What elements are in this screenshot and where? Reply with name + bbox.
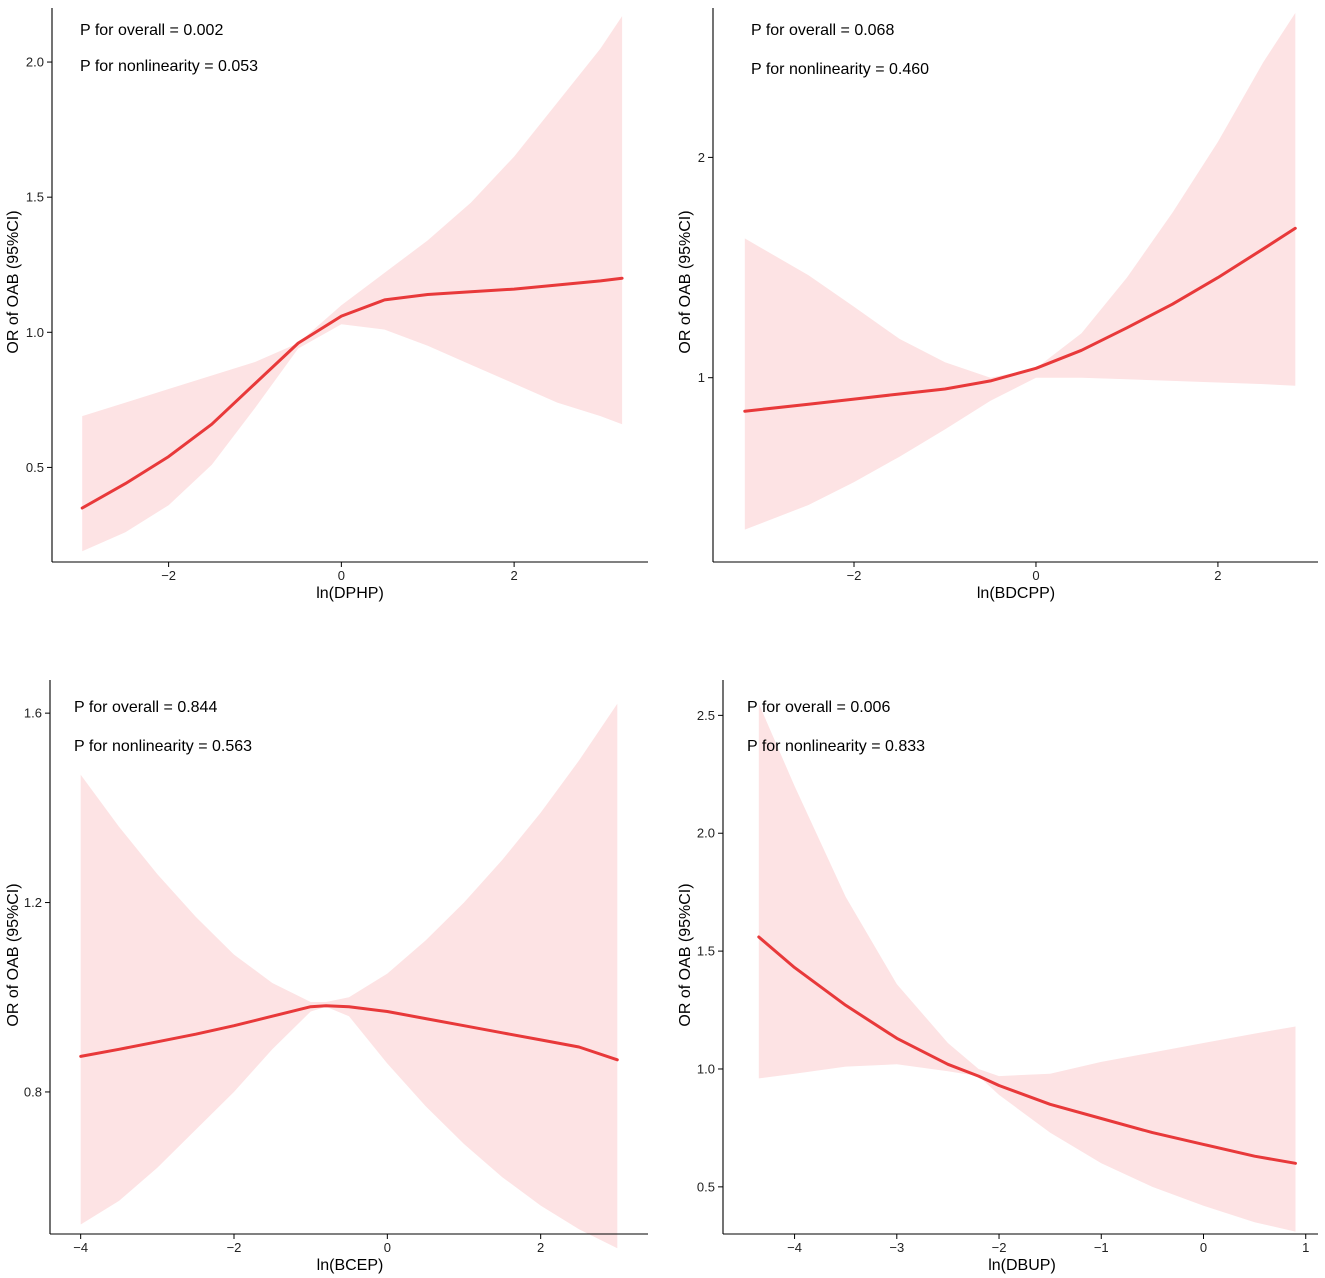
- panel-bdcpp-y-tick-label: 2: [698, 150, 705, 165]
- panel-bdcpp-x-tick-label: 2: [1214, 568, 1221, 583]
- panel-dphp-y-tick-label: 2.0: [26, 55, 44, 70]
- panel-dphp-or-line: [80, 276, 624, 510]
- panel-bdcpp-y-tick-label: 1: [698, 370, 705, 385]
- panel-dphp-x-tick-label: 2: [510, 568, 517, 583]
- panel-dphp-x-tick-label: −2: [161, 568, 176, 583]
- panel-dphp-p-nonlinearity: P for nonlinearity = 0.053: [80, 58, 258, 75]
- panel-dbup-y-tick-label: 1.0: [697, 1061, 715, 1076]
- panel-dphp-y-tick-label: 0.5: [26, 460, 44, 475]
- panel-bdcpp-plot: −2 0 2 1 2: [698, 8, 1318, 583]
- panel-dphp-x-axis-title: ln(DPHP): [316, 585, 384, 602]
- panel-bdcpp-p-nonlinearity: P for nonlinearity = 0.460: [751, 61, 929, 78]
- panel-bcep-p-nonlinearity: P for nonlinearity = 0.563: [74, 738, 252, 755]
- panel-dbup-x-axis-title: ln(DBUP): [988, 1257, 1056, 1274]
- panel-dbup-x-tick-label: 1: [1302, 1240, 1309, 1255]
- panel-dbup-x-tick-label: −1: [1094, 1240, 1109, 1255]
- panel-dbup-x-tick-label: −4: [787, 1240, 802, 1255]
- panel-dphp-ci-band: [82, 16, 623, 552]
- panel-dbup-p-overall: P for overall = 0.006: [747, 699, 890, 716]
- panel-dbup-plot: −4 −3 −2 −1 0 1 0.5 1.0 1.5 2.0 2.5: [697, 680, 1318, 1255]
- panel-dphp-plot: −2 0 2 0.5 1.0 1.5 2.0: [26, 8, 648, 583]
- panel-bcep-x-tick-label: −2: [227, 1240, 242, 1255]
- panel-bdcpp-x-axis-title: ln(BDCPP): [977, 585, 1055, 602]
- panel-dbup-x-tick-label: −2: [992, 1240, 1007, 1255]
- panel-dbup-ci-band: [758, 703, 1296, 1232]
- panel-bcep-ci-band: [80, 703, 618, 1249]
- panel-bdcpp: −2 0 2 1 2 P for overall = 0.068 P for nonli…: [677, 8, 1318, 602]
- panel-dbup-y-tick-label: 2.0: [697, 826, 715, 841]
- panel-dbup-y-tick-label: 1.5: [697, 944, 715, 959]
- panel-dphp-y-tick-label: 1.5: [26, 190, 44, 205]
- panel-bcep-x-tick-label: 0: [384, 1240, 391, 1255]
- panel-bdcpp-ci-band: [744, 13, 1296, 530]
- panel-dphp-y-tick-label: 1.0: [26, 325, 44, 340]
- panel-bcep-y-axis-title: OR of OAB (95%CI): [5, 883, 22, 1026]
- panel-bcep: −4 −2 0 2 0.8 1.2 1.6 P for overall = 0.844 P …: [5, 680, 648, 1274]
- panel-bdcpp-x-tick-label: 0: [1032, 568, 1039, 583]
- panel-dphp-p-overall: P for overall = 0.002: [80, 22, 223, 39]
- panel-bcep-plot: −4 −2 0 2 0.8 1.2 1.6: [24, 680, 648, 1255]
- panel-dbup-p-nonlinearity: P for nonlinearity = 0.833: [747, 738, 925, 755]
- panel-bcep-x-axis-title: ln(BCEP): [317, 1257, 384, 1274]
- panel-bcep-x-tick-label: −4: [73, 1240, 88, 1255]
- panel-dbup-x-tick-label: 0: [1200, 1240, 1207, 1255]
- panel-bcep-y-tick-label: 1.6: [24, 706, 42, 721]
- panel-dbup-or-line: [757, 935, 1297, 1165]
- panel-dbup-y-axis-title: OR of OAB (95%CI): [677, 883, 694, 1026]
- panel-bcep-y-tick-label: 0.8: [24, 1084, 42, 1099]
- panel-dphp-y-axis-title: OR of OAB (95%CI): [5, 210, 22, 353]
- panel-dbup-x-tick-label: −3: [889, 1240, 904, 1255]
- panel-dbup-y-tick-label: 2.5: [697, 708, 715, 723]
- panel-dphp: −2 0 2 0.5 1.0 1.5 2.0 P for overall = 0.002 P…: [5, 8, 648, 602]
- panel-bdcpp-x-tick-label: −2: [847, 568, 862, 583]
- panel-bcep-p-overall: P for overall = 0.844: [74, 699, 217, 716]
- panel-dbup-y-tick-label: 0.5: [697, 1179, 715, 1194]
- panel-bdcpp-p-overall: P for overall = 0.068: [751, 22, 894, 39]
- panel-bdcpp-y-axis-title: OR of OAB (95%CI): [677, 210, 694, 353]
- panel-bdcpp-or-line: [743, 226, 1297, 413]
- panel-bcep-y-tick-label: 1.2: [24, 895, 42, 910]
- panel-dbup: −4 −3 −2 −1 0 1 0.5 1.0 1.5 2.0 2.5 P for overall …: [677, 680, 1318, 1274]
- panel-dphp-x-tick-label: 0: [338, 568, 345, 583]
- panel-bcep-x-tick-label: 2: [537, 1240, 544, 1255]
- panel-bcep-or-line: [79, 1004, 619, 1062]
